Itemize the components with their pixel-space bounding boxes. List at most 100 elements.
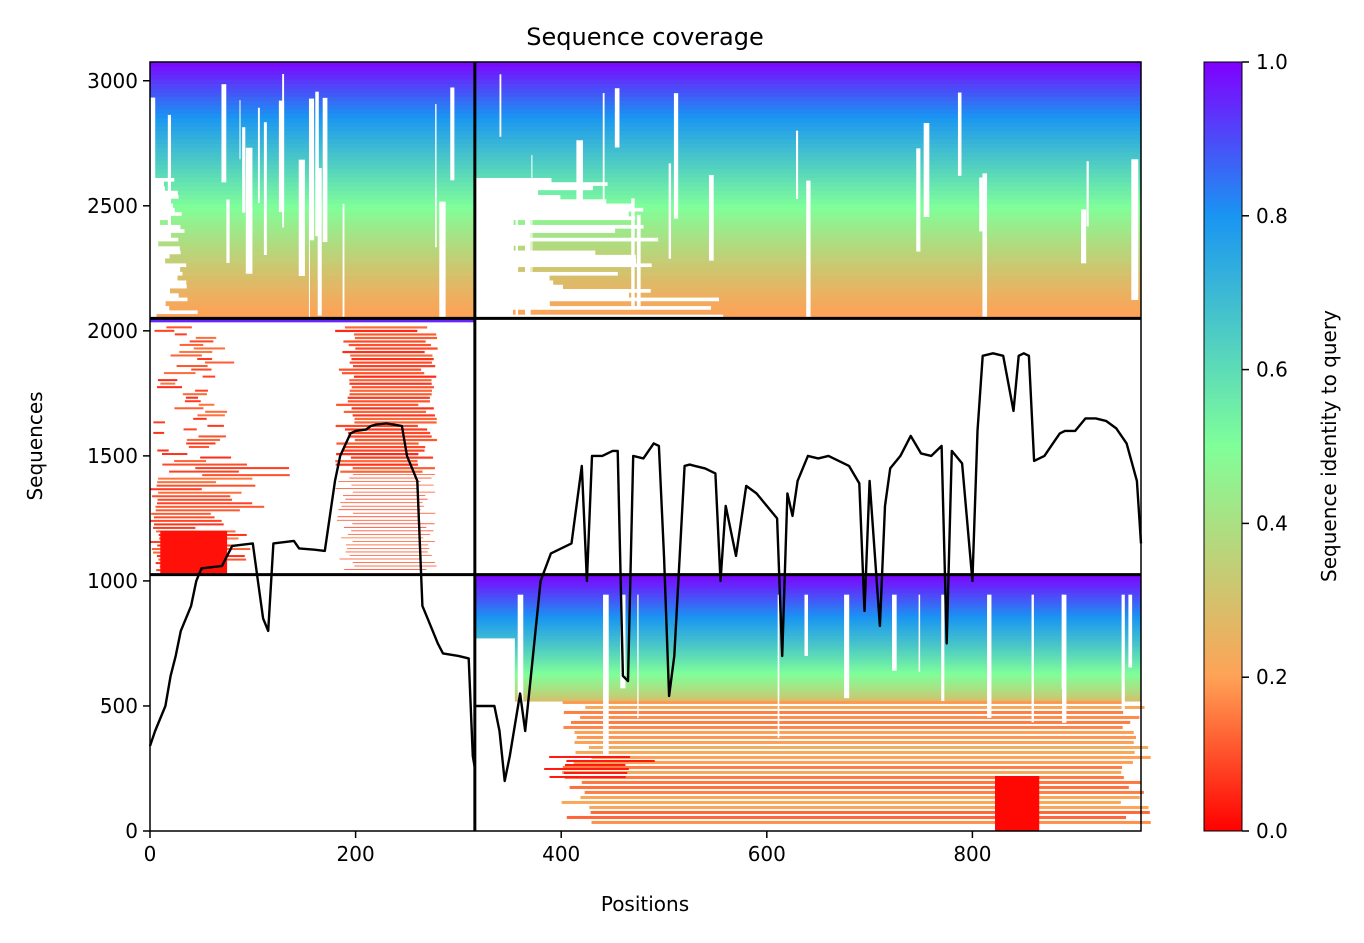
coverage-row bbox=[338, 509, 421, 511]
coverage-gap bbox=[263, 122, 267, 255]
coverage-row bbox=[580, 715, 1140, 719]
coverage-row bbox=[349, 379, 432, 382]
coverage-gap bbox=[298, 159, 305, 276]
y-axis-label: Sequences bbox=[23, 391, 47, 500]
coverage-gap bbox=[150, 97, 156, 225]
coverage-row bbox=[157, 449, 169, 452]
coverage-row bbox=[335, 463, 418, 466]
x-tick-label: 200 bbox=[337, 842, 375, 866]
coverage-band bbox=[474, 592, 1142, 596]
coverage-row bbox=[349, 389, 432, 392]
coverage-row bbox=[197, 358, 213, 361]
coverage-row bbox=[198, 435, 226, 438]
coverage-row bbox=[158, 491, 242, 494]
coverage-row bbox=[197, 414, 225, 417]
coverage-band bbox=[474, 121, 1142, 127]
coverage-band bbox=[514, 637, 1141, 641]
coverage-row bbox=[354, 421, 437, 424]
coverage-row bbox=[350, 354, 433, 357]
coverage-band bbox=[606, 198, 1141, 204]
coverage-band bbox=[177, 275, 475, 281]
coverage-gap bbox=[631, 198, 635, 307]
coverage-row bbox=[343, 340, 426, 343]
coverage-band bbox=[150, 66, 475, 72]
coverage-row bbox=[576, 735, 1136, 739]
coverage-band bbox=[514, 685, 1141, 689]
coverage-band bbox=[514, 647, 1141, 652]
coverage-row bbox=[584, 790, 1144, 794]
coverage-band bbox=[514, 640, 1141, 644]
coverage-band bbox=[181, 211, 475, 217]
coverage-row bbox=[353, 375, 437, 378]
coverage-band bbox=[514, 668, 1141, 672]
y-tick-label: 1500 bbox=[87, 444, 138, 468]
coverage-row bbox=[354, 417, 437, 421]
coverage-gap bbox=[317, 167, 322, 316]
coverage-gap bbox=[941, 594, 945, 702]
coverage-band bbox=[178, 292, 475, 298]
coverage-band bbox=[474, 147, 1142, 153]
coverage-row bbox=[336, 519, 420, 521]
coverage-band bbox=[474, 74, 1142, 80]
coverage-row bbox=[347, 400, 431, 403]
coverage-band bbox=[474, 100, 1142, 106]
coverage-row bbox=[352, 467, 435, 470]
coverage-row bbox=[575, 750, 1135, 754]
coverage-band bbox=[628, 211, 1141, 217]
coverage-band bbox=[474, 151, 1142, 157]
coverage-gap bbox=[982, 173, 988, 317]
coverage-band bbox=[592, 185, 1141, 191]
coverage-row bbox=[207, 424, 224, 427]
coverage-band bbox=[628, 292, 1141, 298]
coverage-band bbox=[150, 91, 475, 97]
coverage-row bbox=[153, 421, 166, 424]
coverage-row bbox=[158, 477, 253, 480]
coverage-row bbox=[349, 382, 432, 385]
coverage-band bbox=[658, 237, 1141, 243]
coverage-band bbox=[551, 177, 1141, 183]
y-tick-label: 3000 bbox=[87, 69, 138, 93]
coverage-gap bbox=[342, 203, 345, 346]
coverage-gap bbox=[315, 91, 319, 237]
coverage-row bbox=[338, 368, 422, 371]
coverage-gap bbox=[517, 594, 524, 727]
coverage-band bbox=[184, 228, 475, 234]
coverage-band bbox=[514, 683, 1141, 687]
coverage-band bbox=[474, 134, 1142, 140]
coverage-band bbox=[474, 168, 1142, 174]
coverage-row bbox=[343, 410, 427, 413]
coverage-band bbox=[513, 220, 1141, 225]
coverage-row bbox=[549, 775, 626, 778]
coverage-row bbox=[566, 815, 1127, 819]
coverage-row bbox=[339, 558, 422, 560]
coverage-row bbox=[195, 389, 208, 392]
coverage-row bbox=[182, 393, 207, 396]
plot-frame bbox=[149, 61, 1142, 832]
coverage-row bbox=[344, 569, 427, 570]
coverage-row bbox=[564, 775, 1124, 779]
coverage-row bbox=[338, 481, 421, 482]
plot-area bbox=[148, 62, 1151, 831]
coverage-band bbox=[514, 673, 1141, 677]
coverage-band bbox=[179, 245, 475, 251]
coverage-band bbox=[607, 181, 1141, 187]
coverage-row bbox=[354, 333, 437, 336]
coverage-solid bbox=[995, 775, 1040, 831]
coverage-band bbox=[150, 70, 475, 76]
coverage-row bbox=[562, 700, 1122, 704]
coverage-gap bbox=[1121, 594, 1125, 710]
coverage-band bbox=[150, 83, 475, 89]
coverage-block bbox=[150, 62, 475, 346]
colorbar-tick-label: 0.8 bbox=[1256, 204, 1288, 228]
colorbar-tick-label: 0.2 bbox=[1256, 665, 1288, 689]
coverage-band bbox=[474, 113, 1142, 119]
coverage-row bbox=[157, 379, 178, 382]
coverage-row bbox=[349, 361, 432, 364]
coverage-row bbox=[174, 407, 204, 410]
coverage-row bbox=[174, 333, 187, 336]
coverage-row bbox=[191, 368, 212, 371]
coverage-gap bbox=[278, 100, 285, 213]
coverage-row bbox=[195, 336, 217, 339]
coverage-band bbox=[643, 207, 1141, 213]
